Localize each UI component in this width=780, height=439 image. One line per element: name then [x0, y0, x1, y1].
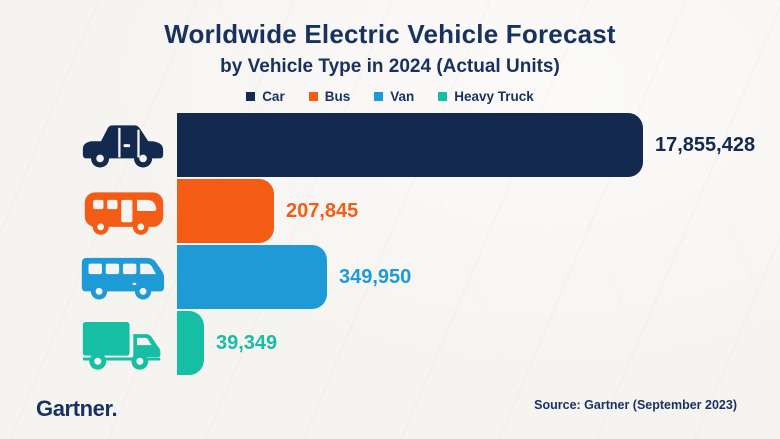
heavy-truck-swatch-icon — [438, 92, 448, 101]
van-value-label: 349,950 — [339, 265, 412, 288]
chart-row-heavy-truck: 39,349 — [0, 310, 780, 376]
van-icon — [81, 257, 165, 299]
legend-item-bus: Bus — [308, 89, 351, 104]
bar-chart: 17,855,428 207,845 — [0, 112, 780, 376]
car-bar — [177, 113, 643, 177]
gartner-logo: Gartner. — [36, 396, 118, 421]
car-icon — [82, 124, 164, 167]
legend-label: Heavy Truck — [454, 89, 534, 104]
legend-label: Car — [262, 89, 285, 104]
legend-item-heavy-truck: Heavy Truck — [438, 89, 534, 104]
bus-icon-cell — [0, 185, 177, 238]
heavy-truck-value-label: 39,349 — [216, 331, 278, 354]
heavy-truck-bar — [177, 311, 204, 375]
bus-bar — [177, 179, 274, 243]
bus-swatch-icon — [308, 92, 318, 101]
van-bar — [177, 245, 327, 309]
bus-icon — [84, 191, 164, 235]
page-title: Worldwide Electric Vehicle Forecast — [164, 19, 616, 49]
legend: Car Bus Van Heavy Truck — [0, 89, 780, 104]
van-icon-cell — [0, 251, 177, 304]
chart-row-car: 17,855,428 — [0, 112, 780, 178]
legend-label: Bus — [324, 89, 351, 104]
bus-value-label: 207,845 — [286, 199, 359, 222]
car-value-label: 17,855,428 — [655, 133, 756, 156]
legend-label: Van — [390, 89, 415, 104]
car-icon-cell — [0, 119, 177, 172]
legend-item-car: Car — [246, 89, 285, 104]
car-swatch-icon — [246, 92, 256, 101]
heavy-truck-icon-cell — [0, 316, 177, 371]
page-subtitle: by Vehicle Type in 2024 (Actual Units) — [220, 56, 560, 77]
chart-row-van: 349,950 — [0, 244, 780, 310]
legend-item-van: Van — [374, 89, 414, 104]
heavy-truck-icon — [82, 321, 161, 370]
chart-row-bus: 207,845 — [0, 178, 780, 244]
source-text: Source: Gartner (September 2023) — [534, 398, 737, 412]
van-swatch-icon — [374, 92, 384, 101]
